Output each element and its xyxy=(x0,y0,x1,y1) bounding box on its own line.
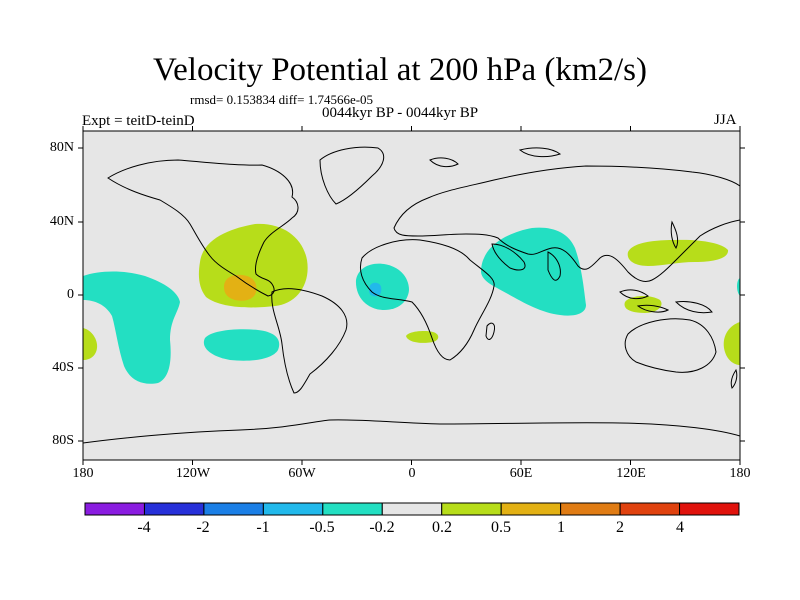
lon-label-0: 0 xyxy=(408,466,416,481)
colorbar-swatch xyxy=(619,502,681,516)
colorbar-swatch xyxy=(262,502,324,516)
negative-anomaly-east-pacific xyxy=(83,271,180,384)
lon-label-120e: 120E xyxy=(616,466,646,481)
colorbar-swatch xyxy=(441,502,502,516)
colorbar-swatch xyxy=(560,502,621,516)
colorbar-swatch xyxy=(143,502,205,516)
positive-anomaly-west-pacific xyxy=(627,239,729,266)
colorbar-swatch xyxy=(679,502,740,516)
lon-label-180e: 180 xyxy=(729,466,751,481)
lon-label-60e: 60E xyxy=(509,466,533,481)
lat-label-40s: 40S xyxy=(52,360,74,375)
colorbar-label: 0.2 xyxy=(432,519,452,536)
lon-label-60w: 60W xyxy=(288,466,316,481)
rmsd-diff-stats: rmsd= 0.153834 diff= 1.74566e-05 xyxy=(190,92,374,107)
colorbar-label: -4 xyxy=(137,519,151,536)
colorbar-label: -2 xyxy=(196,519,210,536)
colorbar-label: -0.2 xyxy=(369,519,395,536)
season-label: JJA xyxy=(714,112,737,128)
colorbar-label: -0.5 xyxy=(309,519,335,536)
negative-anomaly-atlantic xyxy=(355,263,409,310)
colorbar-swatch xyxy=(84,502,145,516)
strong-positive-anomaly-central-america xyxy=(224,274,257,301)
lat-label-80s: 80S xyxy=(52,433,74,448)
positive-anomaly-maritime-continent xyxy=(624,296,662,313)
experiment-label: Expt = teitD-teinD xyxy=(82,113,195,129)
lat-label-equator: 0 xyxy=(67,287,74,302)
lat-label-40n: 40N xyxy=(49,214,74,229)
colorbar-label: -1 xyxy=(256,519,270,536)
colorbar-label: 1 xyxy=(557,519,565,536)
positive-anomaly-coral-sea xyxy=(723,322,740,365)
strong-negative-anomaly-atlantic xyxy=(369,282,382,297)
map-background xyxy=(83,131,740,460)
contour-fills xyxy=(83,146,740,460)
period-label: 0044kyr BP - 0044kyr BP xyxy=(322,105,479,121)
lat-label-80n: 80N xyxy=(49,140,74,155)
colorbar xyxy=(84,502,740,516)
colorbar-swatch xyxy=(203,502,264,516)
colorbar-swatch xyxy=(500,502,562,516)
map-title: Velocity Potential at 200 hPa (km2/s) xyxy=(152,52,648,88)
colorbar-label: 0.5 xyxy=(491,519,511,536)
colorbar-swatch xyxy=(322,502,383,516)
lon-label-120w: 120W xyxy=(175,466,211,481)
colorbar-label: 2 xyxy=(616,519,624,536)
negative-anomaly-indian-ocean xyxy=(481,227,586,316)
positive-anomaly-south-pacific-west xyxy=(83,328,98,360)
lon-label-180w: 180 xyxy=(72,466,94,481)
axis-ticks xyxy=(78,126,745,465)
colorbar-label: 4 xyxy=(676,519,684,536)
coastlines xyxy=(83,146,740,460)
colorbar-swatch xyxy=(381,502,443,516)
negative-anomaly-date-line xyxy=(737,278,740,296)
negative-anomaly-south-america xyxy=(203,329,280,361)
